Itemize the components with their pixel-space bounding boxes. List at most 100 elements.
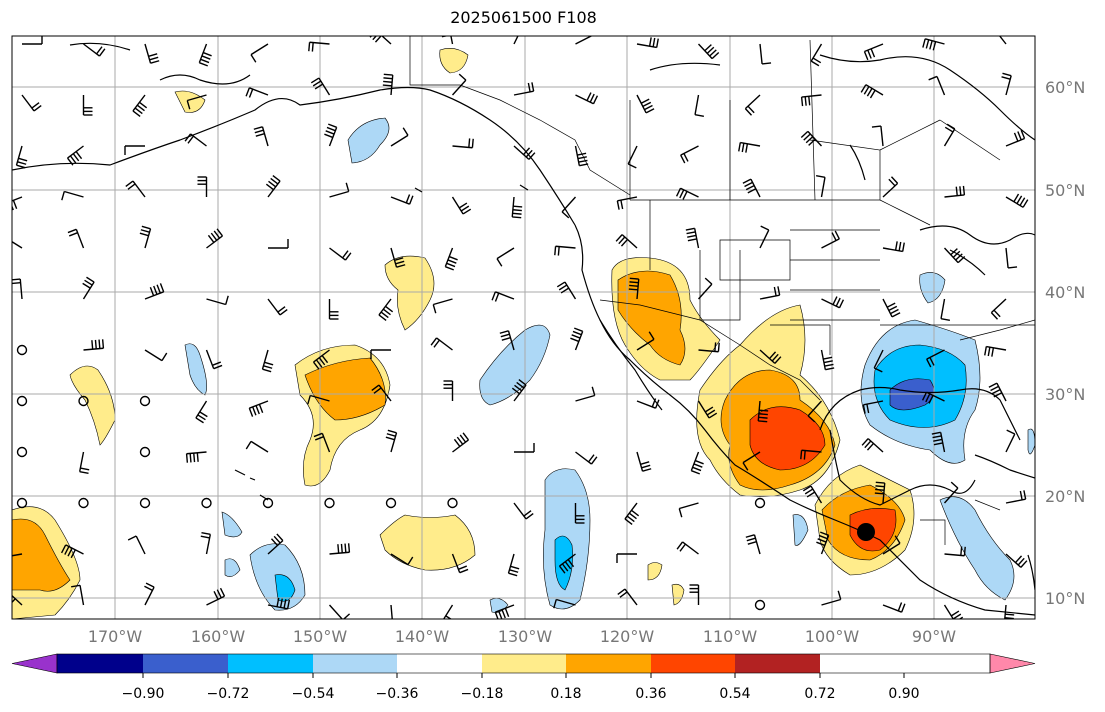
wind-barb	[628, 277, 640, 300]
wind-barb	[943, 247, 966, 264]
wind-barb	[802, 485, 823, 504]
wind-barb	[738, 141, 761, 153]
wind-barb	[800, 449, 822, 460]
wind-barb	[206, 228, 224, 249]
wind-barb	[1005, 193, 1029, 208]
wind-barb	[499, 330, 515, 351]
wind-barb	[82, 95, 93, 116]
wind-barb	[882, 241, 905, 253]
longitude-label: 110°W	[703, 627, 758, 646]
wind-barb	[248, 400, 269, 417]
map-frame	[11, 35, 1036, 620]
wind-barb	[694, 94, 705, 117]
wind-barb	[245, 87, 269, 98]
wind-barb	[984, 345, 1007, 357]
wind-barb	[616, 196, 638, 210]
wind-barbs	[12, 36, 1029, 619]
wind-barb	[185, 451, 207, 463]
colorbar-tick-label: −0.72	[207, 686, 250, 702]
wind-barb	[928, 75, 946, 96]
wind-barb	[742, 178, 761, 198]
longitude-label: 90°W	[912, 627, 956, 646]
wind-barb	[324, 123, 338, 147]
colorbar	[11, 653, 1036, 674]
wind-barb	[71, 584, 85, 606]
map-title: 2025061500 F108	[450, 8, 597, 27]
wind-barb	[144, 582, 155, 606]
colorbar-max-extend	[989, 653, 1036, 674]
wind-barb	[940, 298, 951, 321]
colorbar-tick-label: −0.18	[461, 686, 504, 702]
wind-barb	[745, 534, 761, 555]
wind-barb	[926, 349, 945, 368]
wind-barb	[385, 429, 398, 453]
wind-barb	[944, 546, 966, 557]
wind-barb	[921, 391, 945, 404]
wind-barb	[615, 234, 638, 249]
wind-barb	[451, 196, 472, 215]
colorbar-segment	[566, 654, 651, 673]
wind-barb	[430, 337, 453, 351]
wind-barb	[15, 145, 28, 169]
wind-barb	[759, 225, 770, 249]
wind-barb	[800, 94, 822, 107]
wind-barb	[553, 598, 576, 609]
colorbar-tick-label: −0.54	[292, 686, 335, 702]
wind-barb	[261, 349, 274, 373]
wind-barb	[698, 342, 720, 353]
colorbar-ticks: −0.90 −0.72 −0.54 −0.36 −0.18 0.18 0.36 0.54 0.7…	[122, 673, 920, 702]
latitude-label: 20°N	[1045, 487, 1085, 506]
wind-barb	[943, 604, 964, 619]
wind-barb	[12, 278, 23, 300]
wind-barb	[83, 43, 106, 57]
wind-barb	[690, 451, 704, 475]
wind-barb	[882, 298, 901, 318]
wind-barb	[513, 502, 534, 520]
calm-circle	[78, 395, 89, 407]
wind-barb	[452, 432, 470, 453]
calm-circle	[262, 497, 274, 509]
wind-barb	[871, 125, 884, 147]
wind-barb	[265, 175, 281, 198]
colorbar-tick-label: 0.36	[635, 686, 666, 702]
colorbar-tick-label: 0.18	[550, 686, 581, 702]
wind-barb	[759, 286, 781, 300]
wind-barb	[195, 400, 208, 424]
wind-barb	[82, 276, 95, 300]
wind-barb	[810, 43, 823, 67]
wind-barb	[862, 400, 884, 414]
wind-barb	[675, 187, 699, 200]
calm-circle	[16, 344, 28, 356]
wind-barb	[60, 544, 84, 559]
colorbar-outline	[56, 653, 991, 674]
wind-barb	[125, 180, 146, 198]
wind-barb	[874, 481, 886, 504]
wind-barb	[144, 349, 168, 362]
wind-barb	[988, 382, 1007, 402]
colorbar-min-extend	[11, 653, 58, 674]
wind-barb	[491, 291, 515, 302]
wind-barb	[636, 331, 655, 351]
wind-barb	[863, 43, 884, 61]
wind-barb	[680, 145, 699, 164]
wind-barb	[1001, 72, 1012, 96]
wind-barb	[390, 604, 393, 619]
wind-barb	[697, 43, 720, 60]
wind-barb	[922, 38, 945, 51]
wind-barb	[574, 503, 585, 524]
wind-barb	[390, 247, 406, 268]
wind-barb	[1005, 247, 1018, 269]
wind-barb	[685, 227, 700, 249]
wind-barb	[494, 604, 515, 619]
positive-anomaly-fields	[12, 48, 915, 619]
wind-barb	[575, 92, 599, 105]
wind-barb	[759, 43, 772, 65]
wind-barb	[882, 535, 901, 555]
calm-circle	[139, 395, 151, 407]
wind-barb	[1004, 604, 1015, 619]
wind-barb	[574, 145, 589, 167]
wind-barb	[329, 247, 352, 261]
wind-barb	[1005, 553, 1028, 568]
wind-barb	[250, 43, 269, 63]
wind-barb	[873, 349, 884, 373]
